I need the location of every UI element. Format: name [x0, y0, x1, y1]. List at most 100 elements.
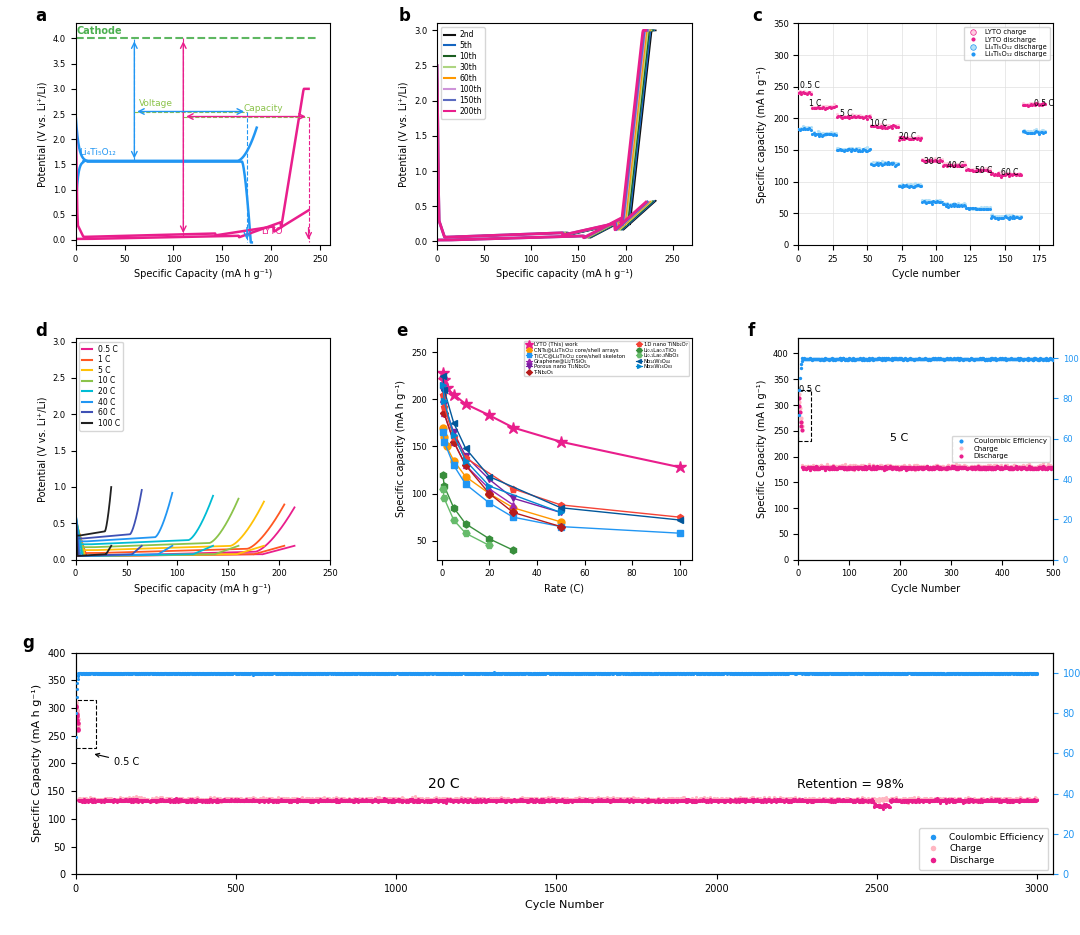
- Point: [912, 666, 929, 681]
- Point: [71, 666, 89, 681]
- Point: [810, 792, 827, 807]
- Point: [136, 666, 153, 681]
- Point: [322, 792, 339, 807]
- Point: [392, 666, 409, 681]
- Point: [876, 462, 893, 477]
- Point: [805, 352, 822, 367]
- Point: [509, 793, 526, 808]
- Point: [748, 793, 766, 808]
- Point: [372, 792, 389, 807]
- Point: [450, 793, 468, 808]
- Point: [794, 666, 811, 681]
- Point: [178, 793, 195, 808]
- Point: [829, 108, 847, 123]
- Point: [985, 793, 1002, 808]
- Point: [744, 792, 761, 807]
- Point: [640, 792, 658, 807]
- Point: [895, 352, 913, 367]
- Point: [983, 166, 1000, 181]
- Point: [513, 792, 530, 807]
- Point: [948, 793, 966, 808]
- Point: [977, 352, 995, 367]
- Point: [880, 156, 897, 171]
- Point: [333, 792, 350, 807]
- Point: [450, 794, 468, 809]
- Point: [204, 794, 221, 809]
- Point: [816, 101, 834, 116]
- Point: [856, 667, 874, 682]
- Point: [793, 357, 810, 372]
- Point: [702, 666, 719, 681]
- Point: [408, 792, 426, 807]
- Point: [510, 792, 527, 807]
- Point: [292, 794, 309, 809]
- Point: [261, 794, 279, 809]
- Point: [545, 792, 563, 807]
- Point: [726, 794, 743, 809]
- Point: [531, 794, 549, 809]
- Point: [867, 154, 885, 169]
- Point: [675, 665, 692, 680]
- Point: [652, 666, 670, 681]
- Point: [1005, 792, 1023, 807]
- Point: [869, 117, 887, 132]
- Point: [404, 794, 421, 809]
- Point: [779, 793, 796, 808]
- Point: [86, 792, 104, 807]
- Point: [606, 794, 623, 809]
- Point: [457, 792, 474, 807]
- Point: [256, 666, 273, 681]
- Point: [157, 794, 174, 809]
- Point: [594, 792, 611, 807]
- Point: [1040, 460, 1057, 475]
- Point: [827, 792, 845, 807]
- Point: [865, 155, 882, 170]
- Point: [72, 666, 90, 681]
- Point: [699, 666, 716, 681]
- Point: [907, 794, 924, 809]
- Point: [443, 666, 460, 681]
- Point: [713, 791, 730, 806]
- Point: [821, 794, 838, 809]
- Point: [852, 793, 869, 808]
- Point: [624, 792, 642, 807]
- Point: [761, 667, 779, 682]
- Point: [702, 666, 719, 681]
- Point: [172, 793, 189, 808]
- Point: [259, 666, 276, 681]
- Point: [186, 794, 203, 809]
- Point: [1018, 352, 1036, 367]
- Point: [608, 792, 625, 807]
- Point: [154, 793, 172, 808]
- Point: [269, 791, 286, 806]
- Point: [987, 666, 1004, 681]
- Point: [231, 666, 248, 681]
- Point: [773, 793, 791, 808]
- Point: [265, 794, 282, 809]
- Point: [592, 790, 609, 805]
- Point: [773, 793, 791, 808]
- Point: [392, 790, 409, 805]
- Point: [351, 793, 368, 808]
- Li₀.₁La₀.₃NbO₃: [447, 514, 460, 525]
- Point: [381, 666, 399, 681]
- Point: [336, 793, 353, 808]
- Point: [581, 791, 598, 806]
- Point: [312, 793, 329, 808]
- Point: [675, 789, 692, 804]
- Point: [893, 129, 910, 144]
- Point: [478, 793, 496, 808]
- Point: [675, 666, 692, 681]
- Point: [839, 666, 856, 681]
- Point: [460, 666, 477, 681]
- Point: [486, 792, 503, 807]
- Point: [204, 792, 221, 807]
- Point: [640, 793, 658, 808]
- Point: [903, 793, 920, 808]
- Point: [918, 791, 935, 806]
- Point: [551, 791, 568, 806]
- Point: [558, 666, 576, 681]
- Point: [93, 666, 110, 681]
- Point: [255, 794, 272, 809]
- Point: [828, 461, 846, 476]
